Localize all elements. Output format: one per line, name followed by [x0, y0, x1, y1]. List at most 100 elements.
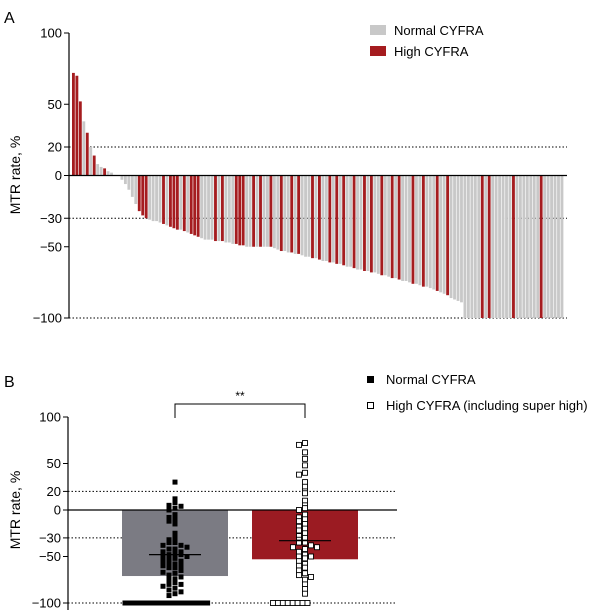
significance-label: ** [235, 389, 245, 403]
legend-label-high-b: High CYFRA (including super high) [386, 398, 588, 413]
waterfall-bar [179, 175, 183, 230]
waterfall-bar [286, 175, 290, 253]
waterfall-bar [293, 175, 297, 254]
waterfall-bar [342, 175, 346, 266]
waterfall-bar [304, 175, 307, 257]
data-point-normal [160, 549, 166, 555]
waterfall-bar [328, 175, 332, 263]
data-point-normal [135, 600, 141, 606]
data-point-normal [172, 496, 178, 502]
data-point-normal [183, 600, 189, 606]
waterfall-bar [415, 175, 418, 284]
data-point-normal [160, 569, 166, 575]
panel-a: A 100 50 20 0 −30 −50 −100 MTR rate, % Normal … [4, 10, 567, 326]
waterfall-bar [82, 121, 86, 176]
data-point-normal [178, 563, 184, 569]
data-point-normal [196, 600, 202, 606]
data-point-normal [166, 587, 172, 593]
data-point-normal [126, 600, 132, 606]
waterfall-bar [148, 175, 152, 220]
data-point-high [302, 469, 308, 476]
data-point-normal [184, 544, 190, 550]
waterfall-bar [335, 175, 339, 264]
y-tick-label: −100 [32, 596, 61, 611]
waterfall-bar [200, 175, 204, 239]
data-point-normal [184, 554, 190, 559]
data-point-high [302, 570, 308, 577]
data-point-high [296, 527, 302, 534]
waterfall-bar [387, 175, 391, 277]
waterfall-bar [553, 175, 557, 318]
data-point-normal [172, 565, 178, 571]
waterfall-bar [418, 175, 422, 286]
panel-b-letter: B [4, 374, 15, 391]
waterfall-bar [130, 175, 134, 197]
waterfall-bar [231, 175, 235, 244]
waterfall-bar [508, 175, 512, 318]
waterfall-bar [411, 175, 415, 284]
data-point-normal [187, 600, 193, 606]
waterfall-bar [127, 175, 131, 190]
data-point-normal [205, 600, 211, 606]
waterfall-bar [529, 175, 533, 318]
data-point-normal [166, 577, 172, 583]
data-point-normal [174, 600, 180, 606]
waterfall-bar [536, 175, 540, 318]
data-point-normal [122, 600, 128, 606]
waterfall-bar [217, 175, 221, 242]
waterfall-bar [175, 175, 179, 230]
waterfall-bar [103, 168, 107, 176]
waterfall-bar [318, 175, 321, 260]
waterfall-bar [314, 175, 318, 259]
waterfall-bar [543, 175, 547, 318]
data-point-high [274, 600, 281, 606]
waterfall-bar [446, 175, 450, 296]
data-point-high [302, 490, 308, 497]
panel-a-bars [72, 72, 564, 318]
waterfall-bar [456, 175, 460, 301]
data-point-normal [172, 576, 178, 582]
waterfall-bar [363, 175, 366, 271]
waterfall-bar [338, 175, 342, 264]
panel-a-y-axis-title: MTR rate, % [7, 136, 23, 215]
waterfall-bar [557, 175, 560, 318]
waterfall-bar [539, 175, 543, 318]
waterfall-bar [110, 172, 113, 176]
waterfall-bar [518, 175, 522, 318]
panel-b-y-axis-title: MTR rate, % [7, 471, 23, 550]
waterfall-bar [380, 175, 384, 276]
data-point-high [296, 441, 302, 448]
y-tick-label: 0 [54, 503, 61, 518]
waterfall-bar [435, 175, 439, 291]
waterfall-bar [189, 175, 193, 234]
data-point-normal [160, 558, 166, 564]
waterfall-bar [255, 175, 259, 247]
data-point-normal [166, 565, 172, 571]
data-point-normal [172, 479, 178, 485]
data-point-high [304, 600, 311, 606]
waterfall-bar [300, 175, 304, 256]
data-point-high [308, 553, 314, 560]
data-point-normal [172, 555, 178, 561]
waterfall-bar [75, 75, 79, 176]
waterfall-bar [470, 175, 474, 318]
waterfall-bar [491, 175, 495, 318]
waterfall-bar [141, 175, 145, 216]
data-point-normal [172, 570, 178, 576]
waterfall-bar [266, 175, 269, 247]
data-point-high [296, 518, 302, 525]
data-point-normal [161, 600, 167, 606]
waterfall-bar [560, 175, 564, 318]
waterfall-bar [494, 175, 498, 318]
waterfall-bar [373, 175, 377, 273]
data-point-high [299, 600, 306, 606]
waterfall-bar [203, 175, 207, 240]
waterfall-bar [453, 175, 456, 300]
data-point-high [314, 544, 320, 551]
waterfall-bar [421, 175, 425, 287]
waterfall-bar [196, 175, 200, 237]
waterfall-bar [345, 175, 349, 267]
data-point-high [296, 572, 302, 579]
waterfall-bar [134, 175, 138, 204]
data-point-normal [172, 585, 178, 591]
